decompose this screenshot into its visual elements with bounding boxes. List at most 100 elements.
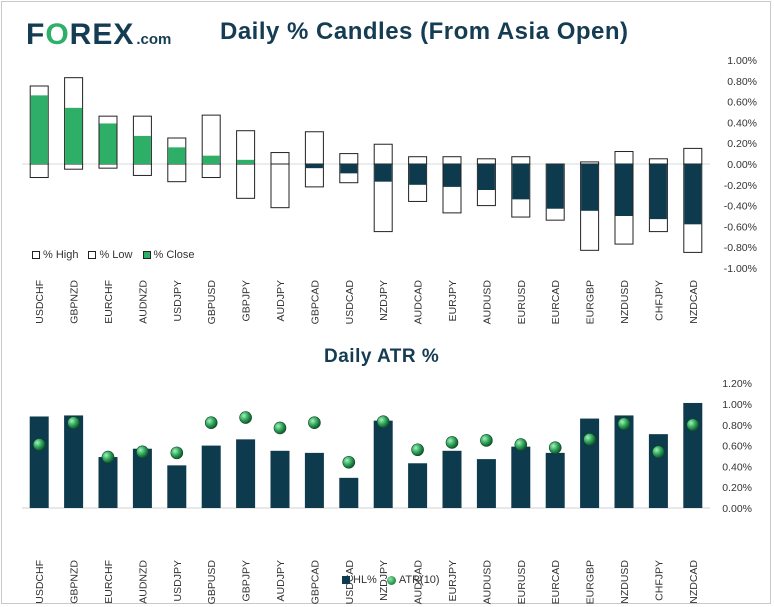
- atr-category-label: GBPUSD: [206, 560, 218, 605]
- low-box: [167, 163, 187, 183]
- hl-bar: [201, 445, 221, 508]
- high-box: [648, 158, 668, 165]
- candles-ytick-label: 0.00%: [727, 159, 757, 171]
- low-box: [201, 163, 221, 179]
- high-box: [683, 147, 703, 165]
- atr-dot: [170, 446, 184, 460]
- high-box: [614, 151, 634, 165]
- atr-category-label: USDJPY: [172, 560, 184, 601]
- hl-bar: [683, 402, 703, 508]
- atr-ytick-label: 0.60%: [722, 441, 752, 453]
- candles-ytick-label: -1.00%: [724, 263, 757, 275]
- legend-hl-label: HL%: [353, 574, 377, 586]
- atr-dot: [548, 441, 562, 454]
- candles-category-label: GBPNZD: [69, 280, 81, 324]
- hl-bar: [476, 459, 496, 508]
- atr-ytick-label: 0.80%: [722, 420, 752, 432]
- atr-category-label: AUDNZD: [137, 560, 149, 604]
- atr-ytick-label: 0.00%: [722, 503, 752, 515]
- high-box: [270, 152, 290, 165]
- atr-category-label: CHFJPY: [653, 560, 665, 601]
- close-bar: [99, 123, 117, 164]
- candles-category-label: NZDJPY: [378, 280, 390, 321]
- forex-logo: FOREX .com: [26, 18, 172, 51]
- legend-atr: ATR(10): [386, 574, 440, 586]
- hl-bar: [614, 415, 634, 508]
- candles-category-label: NZDCAD: [688, 280, 700, 324]
- candles-category-label: EURUSD: [516, 280, 528, 325]
- legend-close-label: % Close: [153, 249, 195, 261]
- atr-category-label: EURCAD: [550, 560, 562, 605]
- atr-dot: [652, 445, 665, 459]
- atr-dot: [273, 421, 287, 435]
- atr-dot: [136, 445, 149, 459]
- atr-ytick-label: 1.00%: [722, 399, 752, 411]
- atr-category-label: GBPNZD: [69, 560, 81, 604]
- legend-high-swatch: [32, 251, 40, 259]
- candles-category-label: GBPCAD: [309, 280, 321, 325]
- close-bar: [477, 164, 495, 190]
- low-box: [132, 163, 152, 176]
- atr-dot: [445, 436, 459, 449]
- hl-bar: [167, 465, 187, 508]
- hl-bar: [270, 450, 290, 508]
- high-box: [339, 153, 359, 165]
- hl-bar: [132, 448, 152, 508]
- close-bar: [374, 164, 392, 182]
- atr-category-label: NZDJPY: [378, 560, 390, 601]
- candles-category-label: AUDNZD: [137, 280, 149, 324]
- candles-legend: % High % Low % Close: [32, 249, 194, 261]
- legend-low-swatch: [88, 251, 97, 259]
- legend-high-label: % High: [43, 249, 79, 261]
- atr-category-label: EURCHF: [103, 560, 115, 604]
- close-bar: [443, 164, 461, 187]
- legend-high: % High: [32, 249, 78, 261]
- atr-category-label: NZDUSD: [619, 560, 631, 604]
- atr-dot: [239, 411, 252, 424]
- candles-category-label: GBPJPY: [241, 280, 253, 321]
- atr-category-label: USDCHF: [34, 560, 46, 604]
- hl-bar: [304, 452, 324, 508]
- hl-bar: [648, 434, 668, 508]
- candles-category-label: CHFJPY: [653, 280, 665, 321]
- atr-dot: [480, 434, 493, 447]
- candles-category-label: EURJPY: [447, 280, 459, 321]
- close-bar: [409, 164, 427, 185]
- atr-ytick-label: 0.40%: [722, 461, 752, 473]
- atr-dot: [101, 450, 115, 464]
- close-bar: [546, 164, 564, 209]
- low-box: [29, 163, 49, 179]
- candles-chart-title: Daily % Candles (From Asia Open): [220, 18, 629, 45]
- close-bar: [581, 164, 599, 211]
- candles-category-label: NZDUSD: [619, 280, 631, 324]
- hl-bar: [580, 418, 600, 508]
- hl-bar: [29, 416, 49, 508]
- candles-category-label: EURCAD: [550, 280, 562, 325]
- candles-ytick-label: -0.80%: [724, 242, 757, 254]
- legend-low: % Low: [88, 249, 133, 261]
- atr-category-label: GBPJPY: [241, 560, 253, 601]
- hl-bar: [98, 457, 118, 508]
- close-bar: [615, 164, 633, 216]
- atr-dot: [411, 443, 424, 457]
- atr-category-label: NZDCAD: [688, 560, 700, 604]
- atr-category-label: AUDJPY: [275, 560, 287, 601]
- atr-chart-title: Daily ATR %: [324, 346, 440, 367]
- low-box: [236, 163, 256, 199]
- high-box: [373, 143, 393, 165]
- legend-low-label: % Low: [99, 249, 133, 261]
- low-box: [270, 163, 290, 209]
- candles-ytick-label: -0.60%: [724, 221, 757, 233]
- close-bar: [649, 164, 667, 220]
- atr-dot: [308, 416, 321, 430]
- close-bar: [237, 159, 255, 164]
- atr-category-label: EURGBP: [585, 560, 597, 604]
- atr-category-label: EURUSD: [516, 560, 528, 605]
- atr-category-label: AUDUSD: [481, 560, 493, 605]
- hl-bar: [373, 420, 393, 508]
- candles-ytick-label: 0.60%: [727, 97, 757, 109]
- atr-category-label: AUDCAD: [413, 560, 425, 605]
- close-bar: [65, 107, 83, 164]
- candles-ytick-label: 1.00%: [727, 55, 757, 67]
